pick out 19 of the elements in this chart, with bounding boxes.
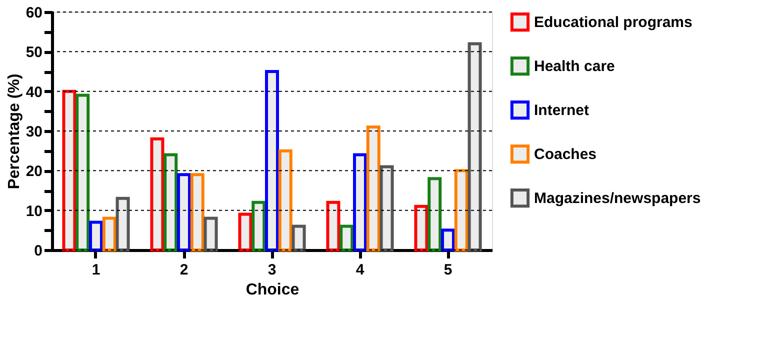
y-tick-label: 40 (26, 84, 42, 101)
legend-label: Health care (534, 58, 615, 75)
y-tick-label: 60 (26, 4, 42, 22)
legend-label: Internet (534, 102, 590, 119)
y-tick-label: 50 (26, 44, 42, 62)
y-tick-label: 10 (26, 202, 42, 220)
y-tick-label: 20 (26, 163, 42, 180)
y-tick-label: 0 (34, 242, 42, 260)
legend-label: Educational programs (534, 14, 692, 31)
legend-label: Coaches (534, 146, 597, 163)
y-axis-title: Percentage (%) (6, 74, 23, 190)
x-tick-label: 5 (444, 262, 452, 278)
x-tick-label: 3 (268, 262, 276, 278)
x-tick-label: 1 (92, 262, 100, 278)
legend-label: Magazines/newspapers (534, 190, 701, 207)
x-tick-label: 2 (180, 262, 188, 278)
y-tick-label: 30 (26, 124, 42, 140)
x-tick-label: 4 (356, 262, 365, 278)
x-axis-title: Choice (246, 282, 300, 298)
